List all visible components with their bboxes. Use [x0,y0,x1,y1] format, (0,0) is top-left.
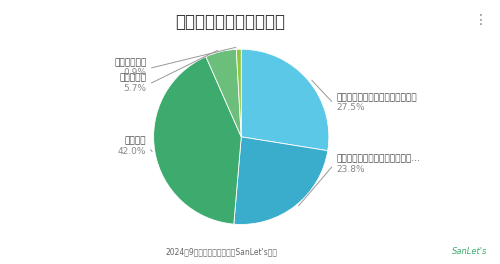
Text: SanLet's: SanLet's [452,247,488,256]
Wedge shape [241,49,329,151]
Text: 答えたくない: 答えたくない [114,58,146,67]
Text: オンライン参列　認知率: オンライン参列 認知率 [175,13,285,31]
Text: なんとなく知っているが、説明…: なんとなく知っているが、説明… [336,154,420,163]
Text: 23.8%: 23.8% [336,165,365,174]
Wedge shape [236,49,241,137]
Text: 知らない: 知らない [125,137,146,146]
Text: 27.5%: 27.5% [336,103,365,112]
Wedge shape [154,57,241,224]
Wedge shape [206,49,241,137]
Text: 5.7%: 5.7% [124,84,146,93]
Text: 42.0%: 42.0% [118,147,146,156]
Text: わからない: わからない [120,74,146,83]
Text: ⋮: ⋮ [474,13,488,27]
Wedge shape [234,137,328,224]
Text: 知っていて、具体的に説明できる: 知っていて、具体的に説明できる [336,93,417,102]
Text: 0.9%: 0.9% [124,68,146,77]
Text: 2024年9月　挙式ライブ配信SanLet's調べ: 2024年9月 挙式ライブ配信SanLet's調べ [165,247,277,256]
